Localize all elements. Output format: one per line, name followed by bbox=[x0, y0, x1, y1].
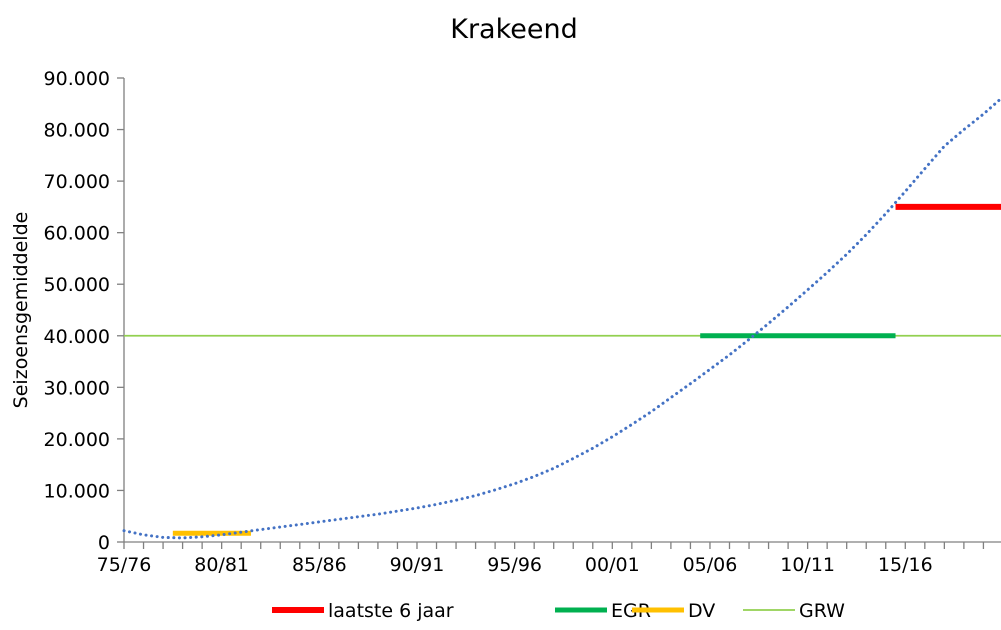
x-tick-label: 80/81 bbox=[194, 554, 249, 576]
x-tick-label: 95/96 bbox=[487, 554, 542, 576]
legend-label: laatste 6 jaar bbox=[328, 600, 454, 622]
legend-label: EGR bbox=[611, 600, 651, 622]
y-tick-label: 20.000 bbox=[44, 429, 110, 451]
series-layer bbox=[122, 97, 1001, 540]
y-tick-label: 10.000 bbox=[44, 480, 110, 502]
y-tick-label: 80.000 bbox=[44, 120, 110, 142]
trend-line bbox=[122, 97, 1001, 540]
legend-label: GRW bbox=[799, 600, 845, 622]
x-tick-label: 10/11 bbox=[780, 554, 835, 576]
x-tick-label: 00/01 bbox=[585, 554, 640, 576]
y-tick-label: 40.000 bbox=[44, 326, 110, 348]
axes: 0 10.000 20.000 30.000 40.000 50.000 60.000 70.… bbox=[44, 68, 1001, 576]
y-axis-label: Seizoensgemiddelde bbox=[10, 212, 32, 409]
y-tick-label: 70.000 bbox=[44, 171, 110, 193]
y-tick-label: 60.000 bbox=[44, 223, 110, 245]
chart-title: Krakeend bbox=[450, 14, 578, 45]
x-tick-label: 90/91 bbox=[390, 554, 445, 576]
y-tick-label: 90.000 bbox=[44, 68, 110, 90]
y-tick-label: 30.000 bbox=[44, 377, 110, 399]
y-tick-label: 0 bbox=[98, 532, 110, 554]
x-tick-label: 05/06 bbox=[683, 554, 738, 576]
legend: laatste 6 jaar EGR DV GRW bbox=[272, 600, 845, 622]
x-tick-label: 85/86 bbox=[292, 554, 347, 576]
x-tick-label: 75/76 bbox=[97, 554, 152, 576]
y-tick-label: 50.000 bbox=[44, 274, 110, 296]
x-tick-label: 15/16 bbox=[878, 554, 933, 576]
legend-label: DV bbox=[688, 600, 715, 622]
